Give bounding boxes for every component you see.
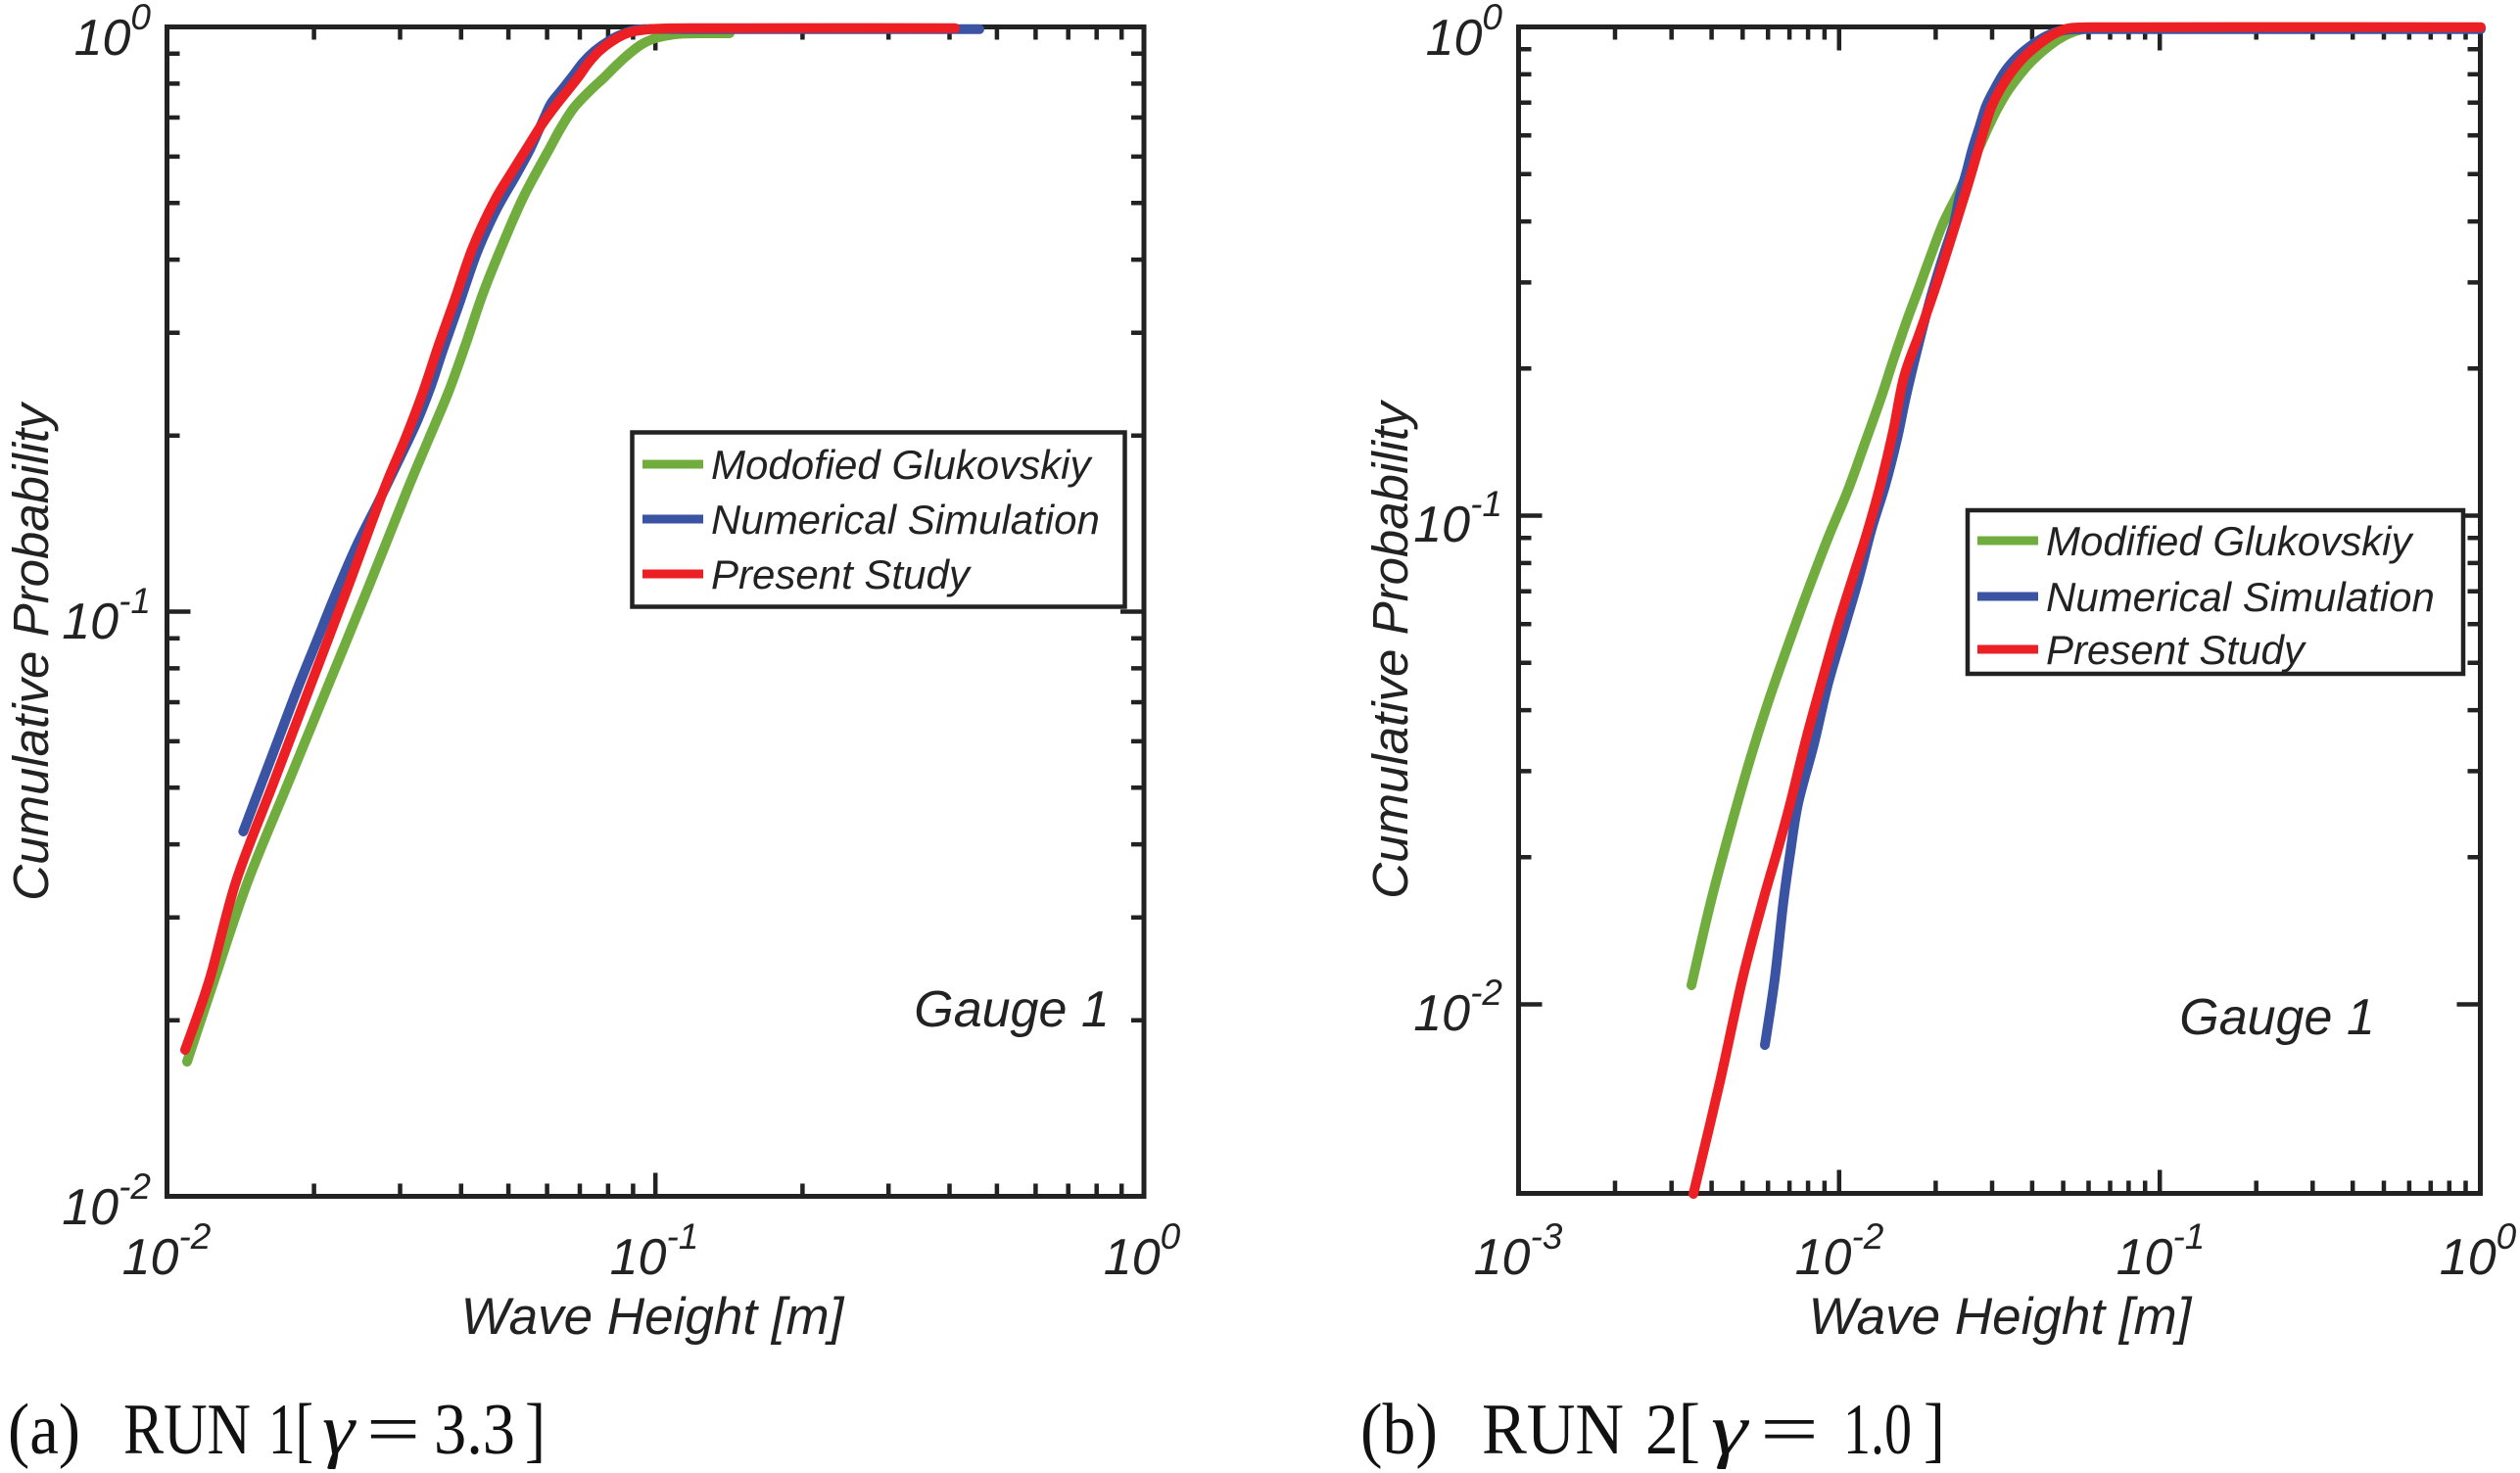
svg-text:Modified Glukovskiy: Modified Glukovskiy bbox=[2046, 518, 2414, 564]
svg-text:Numerical Simulation: Numerical Simulation bbox=[711, 497, 1100, 543]
svg-text:Wave Height [m]: Wave Height [m] bbox=[461, 1288, 845, 1346]
svg-text:Cumulative Probability: Cumulative Probability bbox=[3, 401, 59, 901]
svg-text:Numerical Simulation: Numerical Simulation bbox=[2046, 574, 2435, 620]
svg-text:Wave Height [m]: Wave Height [m] bbox=[1809, 1288, 2193, 1346]
svg-text:Cumulative Probability: Cumulative Probability bbox=[1362, 399, 1418, 899]
svg-text:Modofied Glukovskiy: Modofied Glukovskiy bbox=[711, 442, 1093, 488]
svg-text:Gauge 1: Gauge 1 bbox=[2179, 989, 2375, 1046]
svg-text:Present Study: Present Study bbox=[711, 551, 973, 597]
svg-text:Present Study: Present Study bbox=[2046, 627, 2307, 673]
svg-text:Gauge 1: Gauge 1 bbox=[914, 981, 1110, 1038]
